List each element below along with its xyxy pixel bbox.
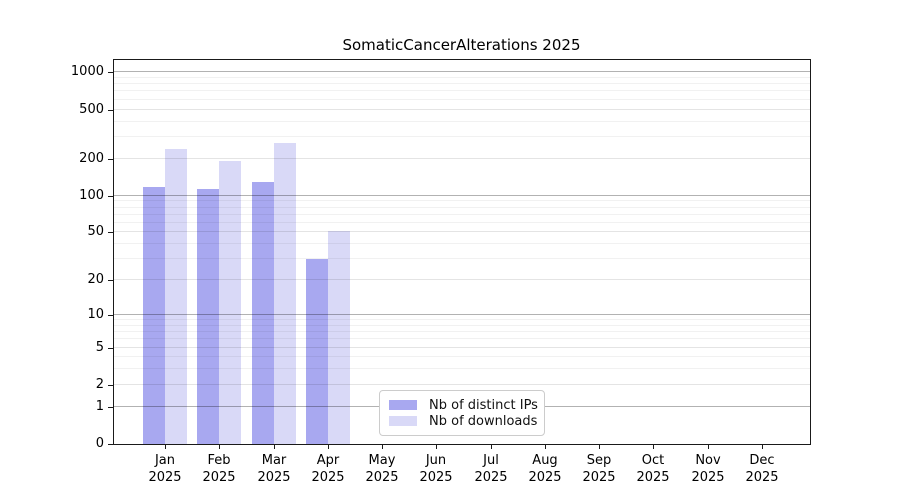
x-tick-apr	[328, 445, 329, 449]
legend-item-downloads: Nb of downloads	[389, 413, 538, 429]
x-tick-label-sep: Sep 2025	[582, 453, 616, 485]
x-tick-label-jan: Jan 2025	[148, 453, 182, 485]
y-tick-1000	[108, 72, 113, 73]
bar-distinct-ips-apr	[306, 259, 328, 444]
x-tick-jan	[165, 445, 166, 449]
bar-downloads-jan	[165, 149, 187, 444]
x-tick-nov	[708, 445, 709, 449]
chart-title: SomaticCancerAlterations 2025	[342, 36, 581, 54]
y-tick-label-10: 10	[87, 307, 104, 322]
legend-swatch-distinct-ips-icon	[389, 400, 417, 410]
y-tick-label-100: 100	[79, 188, 104, 203]
y-tick-2	[108, 385, 113, 386]
bar-distinct-ips-mar	[252, 182, 274, 444]
bar-downloads-feb	[219, 161, 241, 444]
bar-distinct-ips-feb	[197, 189, 219, 444]
y-tick-label-2: 2	[95, 377, 104, 392]
legend-item-distinct-ips: Nb of distinct IPs	[389, 397, 538, 413]
x-tick-feb	[219, 445, 220, 449]
y-tick-0	[108, 444, 113, 445]
y-tick-200	[108, 159, 113, 160]
x-tick-may	[382, 445, 383, 449]
x-tick-label-jul: Jul 2025	[474, 453, 508, 485]
legend-label-distinct-ips: Nb of distinct IPs	[429, 397, 538, 413]
bar-distinct-ips-jan	[143, 187, 165, 444]
bar-downloads-mar	[274, 143, 296, 444]
legend-swatch-downloads-icon	[389, 416, 417, 426]
x-tick-label-jun: Jun 2025	[419, 453, 453, 485]
y-tick-label-0: 0	[95, 436, 104, 451]
y-tick-50	[108, 232, 113, 233]
y-tick-5	[108, 348, 113, 349]
y-tick-label-50: 50	[87, 224, 104, 239]
x-tick-label-aug: Aug 2025	[528, 453, 562, 485]
y-tick-label-1: 1	[95, 399, 104, 414]
x-tick-jun	[436, 445, 437, 449]
x-tick-label-may: May 2025	[365, 453, 399, 485]
x-tick-dec	[762, 445, 763, 449]
plot-area: Nb of distinct IPs Nb of downloads	[113, 59, 811, 445]
bar-downloads-apr	[328, 231, 350, 444]
y-tick-1	[108, 407, 113, 408]
y-tick-10	[108, 315, 113, 316]
x-tick-aug	[545, 445, 546, 449]
x-tick-mar	[274, 445, 275, 449]
y-tick-label-5: 5	[95, 340, 104, 355]
y-tick-label-1000: 1000	[70, 64, 104, 79]
y-tick-label-20: 20	[87, 272, 104, 287]
x-tick-oct	[653, 445, 654, 449]
y-tick-20	[108, 280, 113, 281]
y-tick-label-200: 200	[79, 151, 104, 166]
y-tick-100	[108, 196, 113, 197]
x-tick-jul	[491, 445, 492, 449]
legend: Nb of distinct IPs Nb of downloads	[379, 390, 545, 436]
legend-label-downloads: Nb of downloads	[429, 413, 538, 429]
x-tick-sep	[599, 445, 600, 449]
x-tick-label-mar: Mar 2025	[257, 453, 291, 485]
x-tick-label-oct: Oct 2025	[636, 453, 670, 485]
x-tick-label-apr: Apr 2025	[311, 453, 345, 485]
bars-layer	[114, 60, 810, 444]
x-tick-label-nov: Nov 2025	[691, 453, 725, 485]
y-tick-500	[108, 110, 113, 111]
x-tick-label-feb: Feb 2025	[202, 453, 236, 485]
y-tick-label-500: 500	[79, 102, 104, 117]
x-tick-label-dec: Dec 2025	[745, 453, 779, 485]
